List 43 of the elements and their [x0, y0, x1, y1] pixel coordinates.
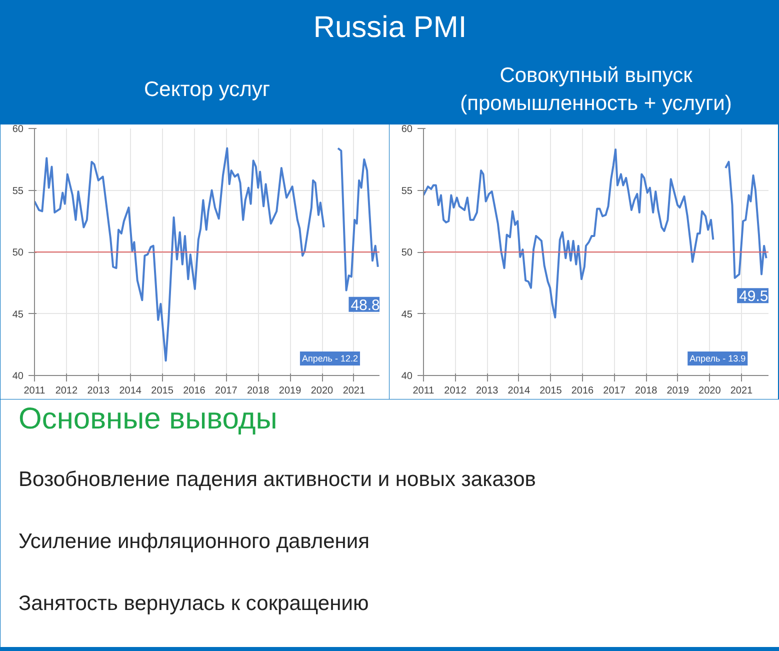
y-tick-label: 40 — [12, 371, 24, 382]
y-tick-label: 50 — [401, 248, 413, 258]
y-tick-label: 40 — [401, 371, 413, 382]
x-tick-label: 2021 — [342, 386, 366, 396]
y-tick-label: 45 — [401, 309, 413, 320]
x-tick-label: 2018 — [246, 386, 270, 396]
y-tick-label: 55 — [12, 186, 24, 197]
text: Возобновление падения активности и новых заказов — [18, 468, 536, 491]
y-tick-label: 50 — [12, 248, 24, 258]
x-tick-label: 2014 — [508, 386, 530, 396]
x-tick-label: 2016 — [183, 386, 206, 396]
annotation: Апрель - 12.2 — [302, 354, 358, 364]
text: Занятость вернулась к сокращению — [18, 592, 369, 615]
x-tick-label: 2015 — [540, 386, 562, 396]
annotation: Апрель - 13.9 — [690, 354, 746, 364]
x-tick-label: 2020 — [698, 386, 722, 396]
x-tick-label: 2011 — [412, 386, 435, 396]
x-tick-label: 2012 — [55, 386, 78, 396]
x-tick-label: 2014 — [119, 386, 142, 396]
x-tick-label: 2013 — [87, 386, 110, 396]
x-tick-label: 2018 — [634, 386, 658, 396]
x-tick-label: 2013 — [476, 386, 499, 396]
x-tick-label: 2011 — [24, 386, 46, 396]
x-tick-label: 2020 — [310, 386, 334, 396]
y-tick-label: 45 — [12, 309, 24, 320]
x-tick-label: 2021 — [730, 386, 754, 396]
x-tick-label: 2017 — [215, 386, 238, 396]
x-tick-label: 2016 — [571, 386, 594, 396]
text: Основные выводы — [18, 402, 278, 436]
text: Russia PMI — [313, 11, 467, 44]
y-tick-label: 60 — [401, 124, 413, 135]
y-tick-label: 55 — [401, 186, 413, 197]
y-tick-label: 60 — [12, 124, 24, 135]
annotation: 49.5 — [739, 288, 768, 306]
x-tick-label: 2015 — [151, 386, 174, 396]
annotation: 48.8 — [350, 296, 380, 314]
x-tick-label: 2019 — [666, 386, 690, 396]
text: Усиление инфляционного давления — [18, 530, 370, 553]
x-tick-label: 2017 — [603, 386, 626, 396]
x-tick-label: 2012 — [444, 386, 467, 396]
x-tick-label: 2019 — [278, 386, 302, 396]
chart-title: Сектор услуг — [144, 78, 270, 101]
chart-title: Совокупный выпуск (промышленность + услуги) — [460, 64, 732, 115]
